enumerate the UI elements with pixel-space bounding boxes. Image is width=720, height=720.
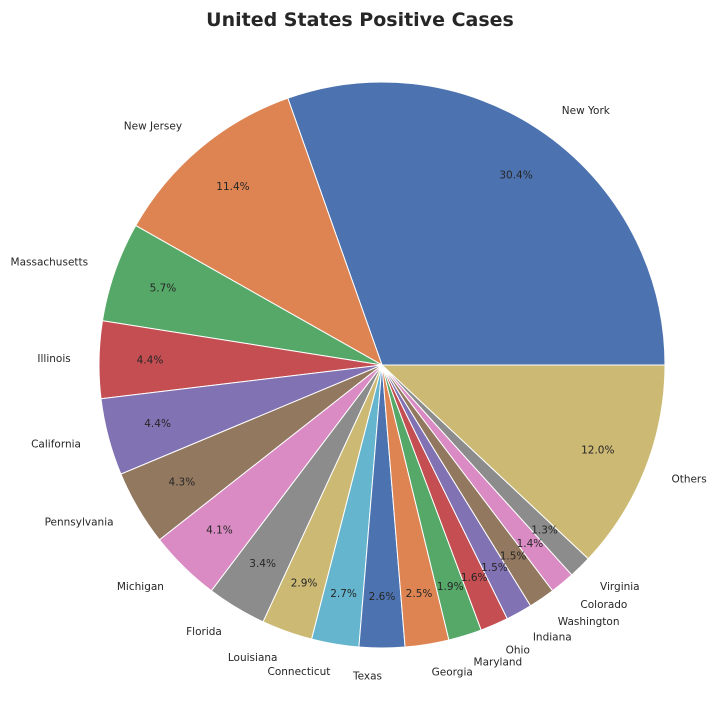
slice-name-label: Others <box>671 474 706 486</box>
slice-name-label: Ohio <box>506 645 530 657</box>
chart-title: United States Positive Cases <box>206 9 514 31</box>
pie-slice-new-york <box>287 81 666 366</box>
slice-name-label: Pennsylvania <box>45 517 114 529</box>
pct-label: 12.0% <box>581 444 614 456</box>
pct-label: 1.5% <box>481 562 508 574</box>
pct-label: 2.7% <box>330 588 357 600</box>
slice-name-label: New Jersey <box>124 120 182 132</box>
pct-label: 4.1% <box>206 525 233 537</box>
pie-slice-new-jersey <box>135 97 383 366</box>
pct-label: 30.4% <box>499 170 532 182</box>
slice-name-label: Texas <box>352 670 382 682</box>
slice-name-label: Louisiana <box>228 652 278 664</box>
pct-label: 2.6% <box>369 591 396 603</box>
pct-label: 3.4% <box>249 558 276 570</box>
pct-label: 1.4% <box>517 538 544 550</box>
slice-name-label: New York <box>562 105 611 117</box>
slice-name-label: Colorado <box>580 599 627 611</box>
pct-label: 11.4% <box>216 181 249 193</box>
slice-name-label: Massachusetts <box>11 256 89 268</box>
slice-name-label: Maryland <box>474 657 523 669</box>
slice-name-label: Michigan <box>117 581 164 593</box>
percentage-labels: 30.4% 11.4% 5.7% 4.4% 4.4% 4.3% 4.1% 3.4% 2.9% 2.… <box>137 170 615 604</box>
pie-slice-others <box>381 364 666 560</box>
pct-label: 5.7% <box>150 282 177 294</box>
slice-name-label: Illinois <box>37 353 70 365</box>
slice-name-label: Indiana <box>533 631 572 643</box>
slice-name-label: Washington <box>558 616 620 628</box>
slice-name-label: Virginia <box>600 581 640 593</box>
slice-name-label: Georgia <box>432 666 473 678</box>
pct-label: 2.5% <box>406 588 433 600</box>
slice-name-label: California <box>31 438 81 450</box>
pct-label: 4.4% <box>137 355 164 367</box>
pct-label: 1.6% <box>461 572 488 584</box>
pct-label: 4.3% <box>169 477 196 489</box>
pie-slices <box>98 81 666 649</box>
pct-label: 1.9% <box>437 581 464 593</box>
slice-name-label: Connecticut <box>268 666 331 678</box>
pct-label: 4.4% <box>144 418 171 430</box>
slice-name-label: Florida <box>186 626 222 638</box>
pct-label: 1.3% <box>531 525 558 537</box>
pct-label: 1.5% <box>500 551 527 563</box>
pct-label: 2.9% <box>291 578 318 590</box>
slice-name-labels: New York New Jersey Massachusetts Illinois C… <box>11 105 707 682</box>
